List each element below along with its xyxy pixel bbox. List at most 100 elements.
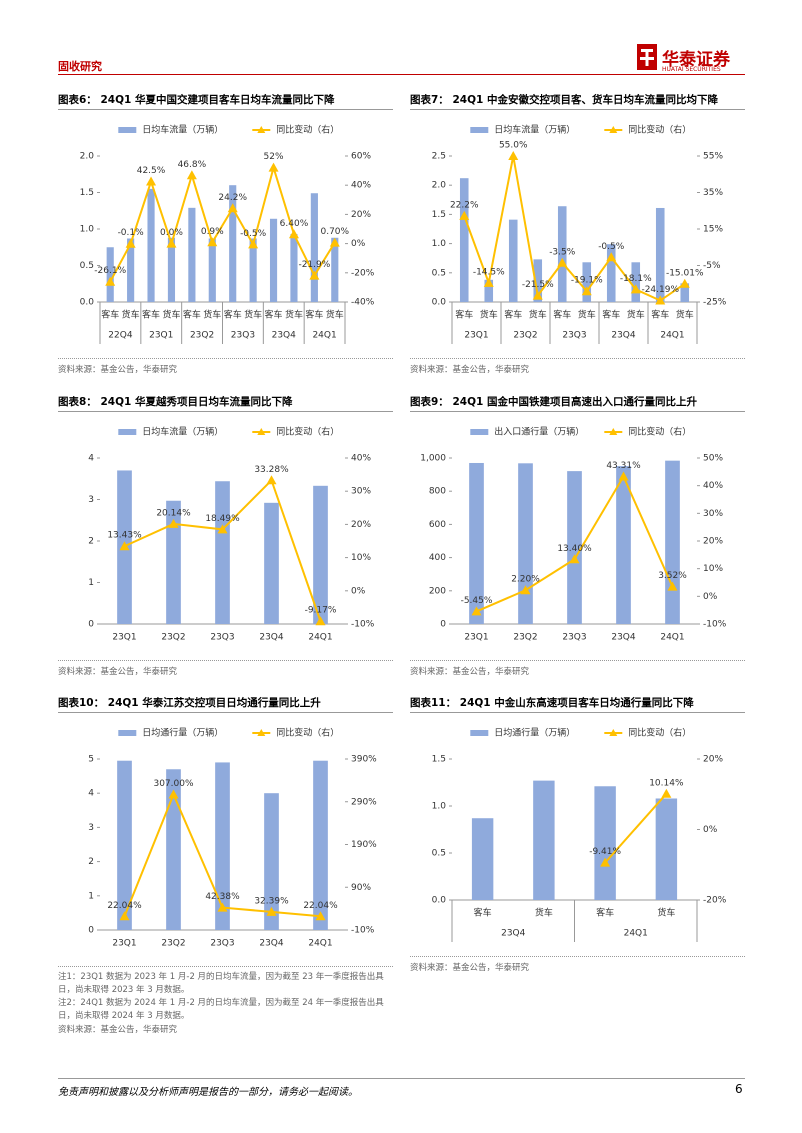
bar bbox=[106, 247, 114, 302]
x-tick-label: 23Q1 bbox=[464, 633, 488, 643]
source-rule bbox=[410, 660, 745, 661]
x-tick-label: 货车 bbox=[529, 309, 547, 321]
line-marker bbox=[227, 203, 238, 213]
bar bbox=[655, 207, 665, 302]
source-rule bbox=[410, 358, 745, 359]
data-label: 0.70% bbox=[320, 227, 349, 237]
bar bbox=[215, 481, 230, 624]
logo-text: 华泰证券 bbox=[662, 50, 730, 70]
line-marker bbox=[309, 270, 320, 280]
bar bbox=[166, 769, 181, 930]
bar bbox=[331, 237, 339, 302]
data-label: -14.5% bbox=[473, 267, 505, 277]
data-label: 22.04% bbox=[107, 901, 142, 911]
bar bbox=[616, 466, 631, 624]
title-rule bbox=[410, 712, 745, 713]
chart-title: 图表6： 24Q1 华夏中国交建项目客车日均车流量同比下降 bbox=[58, 94, 335, 106]
legend-swatch bbox=[609, 428, 618, 435]
line-marker bbox=[146, 176, 157, 186]
legend-swatch bbox=[470, 127, 489, 133]
y-tick-label: 1.0 bbox=[432, 802, 447, 812]
bar bbox=[582, 262, 592, 302]
note: 注2：24Q1 数据为 2024 年 1 月-2 月的日均车流量，因为截至 24… bbox=[58, 998, 384, 1021]
x-tick-label: 客车 bbox=[265, 309, 283, 321]
line-marker bbox=[569, 554, 580, 564]
data-label: -0.1% bbox=[118, 228, 145, 238]
line-marker bbox=[679, 278, 690, 288]
line-marker bbox=[655, 295, 666, 305]
source: 资料来源：基金公告，华泰研究 bbox=[58, 667, 178, 677]
y2-tick-label: 20% bbox=[703, 755, 723, 765]
y2-tick-label: 10% bbox=[703, 564, 723, 574]
x-tick-label: 客车 bbox=[142, 309, 160, 321]
data-label: -9.17% bbox=[305, 606, 337, 616]
line-marker bbox=[600, 857, 611, 867]
x-tick-label: 货车 bbox=[657, 907, 675, 919]
x-tick-label: 货车 bbox=[578, 309, 596, 321]
data-label: 55.0% bbox=[499, 141, 528, 151]
y-tick-label: 2.0 bbox=[80, 152, 95, 162]
x-tick-label: 货车 bbox=[244, 309, 262, 321]
bar bbox=[567, 471, 582, 624]
x-tick-label: 货车 bbox=[122, 309, 140, 321]
y2-tick-label: 290% bbox=[351, 797, 377, 807]
legend-label: 日均通行量（万辆） bbox=[494, 727, 575, 739]
source-rule bbox=[58, 358, 393, 359]
data-label: 46.8% bbox=[178, 160, 207, 170]
bar bbox=[166, 500, 181, 624]
line-marker bbox=[315, 911, 326, 921]
legend-swatch bbox=[257, 428, 266, 435]
legend-label: 同比变动（右） bbox=[276, 124, 339, 136]
x-tick-label: 23Q3 bbox=[210, 939, 234, 949]
y2-tick-label: -10% bbox=[703, 620, 727, 630]
chart: 日均通行量（万辆） 同比变动（右） 0.0 0.5 1.0 1.5 -20% 0% 20% 客车 货… bbox=[432, 727, 727, 942]
line-marker bbox=[661, 788, 672, 798]
data-label: 18.49% bbox=[205, 514, 240, 524]
x-tick-label: 货车 bbox=[285, 309, 303, 321]
x-tick-label: 货车 bbox=[676, 309, 694, 321]
bar bbox=[188, 207, 196, 302]
legend-label: 同比变动（右） bbox=[276, 727, 339, 739]
chart: 日均车流量（万辆） 同比变动（右） 0.0 0.5 1.0 1.5 2.0 -40% -20% 0… bbox=[80, 124, 375, 344]
data-label: 0.0% bbox=[160, 228, 183, 238]
group-label: 24Q1 bbox=[312, 331, 336, 341]
bar bbox=[313, 485, 328, 624]
y-tick-label: 0.5 bbox=[80, 261, 94, 271]
group-label: 23Q4 bbox=[501, 929, 526, 939]
line-marker bbox=[168, 518, 179, 528]
bar bbox=[229, 185, 237, 302]
y-tick-label: 3 bbox=[88, 495, 94, 505]
data-label: 42.5% bbox=[137, 166, 166, 176]
x-tick-label: 客车 bbox=[224, 309, 242, 321]
y-tick-label: 5 bbox=[88, 755, 94, 765]
line-marker bbox=[266, 906, 277, 916]
y-tick-label: 4 bbox=[88, 789, 94, 799]
y2-tick-label: 0% bbox=[351, 239, 366, 249]
x-tick-label: 客车 bbox=[602, 309, 620, 321]
data-label: 307.00% bbox=[153, 779, 193, 789]
line-marker bbox=[315, 616, 326, 626]
bar bbox=[167, 237, 176, 302]
bar bbox=[665, 460, 680, 624]
bar bbox=[533, 259, 543, 302]
x-tick-label: 23Q1 bbox=[112, 633, 136, 643]
legend-label: 日均通行量（万辆） bbox=[142, 727, 223, 739]
legend-swatch bbox=[609, 126, 618, 133]
x-tick-label: 23Q3 bbox=[562, 633, 586, 643]
line-marker bbox=[520, 585, 531, 595]
y-tick-label: 600 bbox=[429, 520, 446, 530]
x-tick-label: 24Q1 bbox=[308, 939, 332, 949]
y2-tick-label: 20% bbox=[703, 537, 723, 547]
x-tick-label: 23Q3 bbox=[210, 633, 234, 643]
y-tick-label: 0.0 bbox=[432, 896, 447, 906]
data-label: 3.52% bbox=[658, 571, 687, 581]
group-label: 23Q4 bbox=[272, 331, 297, 341]
data-label: 43.31% bbox=[606, 461, 641, 471]
chart-title: 图表7： 24Q1 中金安徽交控项目客、货车日均车流量同比均下降 bbox=[410, 94, 718, 106]
x-tick-label: 24Q1 bbox=[308, 633, 332, 643]
title-rule bbox=[58, 411, 393, 412]
x-tick-label: 客车 bbox=[183, 309, 201, 321]
source: 资料来源：基金公告，华泰研究 bbox=[58, 365, 178, 375]
y2-tick-label: 10% bbox=[351, 553, 371, 563]
legend-label: 同比变动（右） bbox=[276, 426, 339, 438]
